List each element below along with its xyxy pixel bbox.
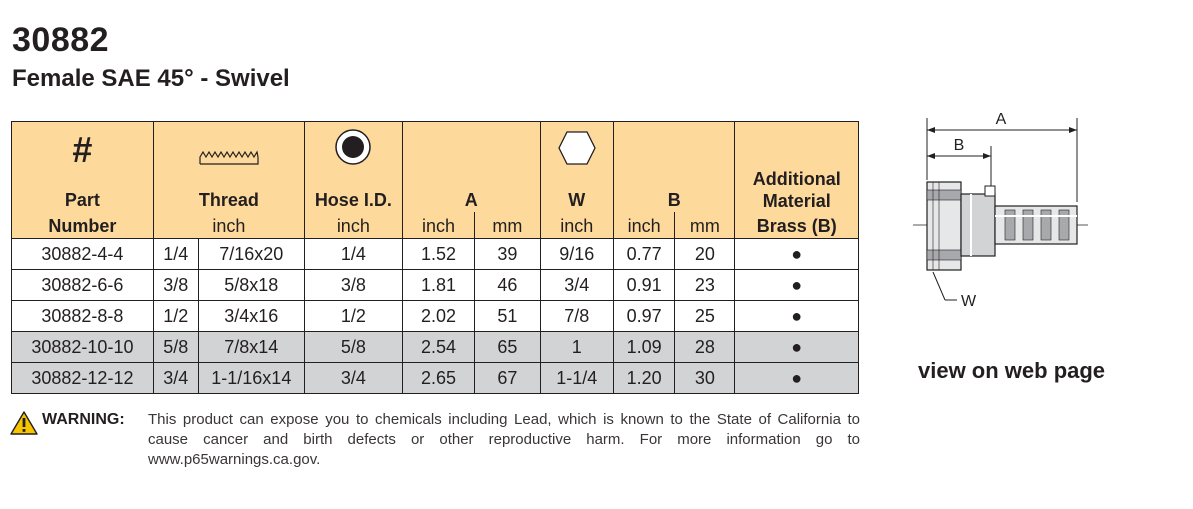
cell-part: 30882-8-8: [11, 300, 154, 332]
part-header-symbol: #: [11, 121, 154, 168]
cell-hose-id: 1/4: [303, 238, 403, 270]
part-subtitle: Female SAE 45° - Swivel: [12, 65, 290, 92]
cell-b-mm: 23: [674, 269, 736, 301]
cell-thread-size: 3/8: [152, 269, 199, 301]
table-row: 30882-12-12 3/4 1-1/16x14 3/4 2.65 67 1-…: [11, 362, 859, 394]
cell-a-inch: 1.81: [401, 269, 476, 301]
cell-b-mm: 30: [674, 362, 736, 394]
cell-thread: 5/8x18: [197, 269, 305, 301]
cell-brass: ●: [734, 331, 859, 363]
w-header-icon-cell: [539, 121, 615, 168]
cell-hose-id: 5/8: [303, 331, 403, 363]
cell-part: 30882-12-12: [11, 362, 154, 394]
warning-label: WARNING:: [42, 411, 125, 428]
dimension-a-label: A: [996, 111, 1007, 128]
part-header-line1: Part: [11, 168, 154, 212]
part-header-line2: Number: [11, 212, 154, 239]
cell-thread: 3/4x16: [197, 300, 305, 332]
additional-header-line3: Brass (B): [734, 212, 859, 239]
cell-a-mm: 65: [474, 331, 541, 363]
w-unit: inch: [539, 212, 615, 239]
cell-a-mm: 46: [474, 269, 541, 301]
cell-b-inch: 0.91: [613, 269, 676, 301]
cell-thread-size: 1/2: [152, 300, 199, 332]
table-row: 30882-6-6 3/8 5/8x18 3/8 1.81 46 3/4 0.9…: [11, 269, 859, 301]
cell-b-mm: 20: [674, 238, 736, 270]
thread-icon: [199, 150, 259, 165]
cell-w: 3/4: [539, 269, 615, 301]
table-row: 30882-10-10 5/8 7/8x14 5/8 2.54 65 1 1.0…: [11, 331, 859, 363]
cell-a-inch: 2.54: [401, 331, 476, 363]
thread-header: Thread: [152, 168, 305, 212]
cell-a-mm: 39: [474, 238, 541, 270]
dimension-b-label: B: [954, 137, 965, 154]
cell-a-inch: 2.02: [401, 300, 476, 332]
additional-header-line12: Additional Material: [734, 168, 859, 212]
spec-table: # Part Thr: [11, 121, 859, 394]
cell-thread-size: 1/4: [152, 238, 199, 270]
cell-b-inch: 1.09: [613, 331, 676, 363]
cell-a-mm: 51: [474, 300, 541, 332]
cell-thread-size: 5/8: [152, 331, 199, 363]
cell-b-inch: 0.97: [613, 300, 676, 332]
fitting-drawing: A B W: [913, 110, 1090, 310]
cell-part: 30882-4-4: [11, 238, 154, 270]
cell-thread-size: 3/4: [152, 362, 199, 394]
part-number-title: 30882: [12, 21, 110, 59]
cell-w: 1: [539, 331, 615, 363]
cell-thread: 1-1/16x14: [197, 362, 305, 394]
cell-b-mm: 25: [674, 300, 736, 332]
cell-w: 9/16: [539, 238, 615, 270]
hose-header-icon-cell: [303, 121, 403, 168]
cell-a-inch: 2.65: [401, 362, 476, 394]
cell-b-inch: 0.77: [613, 238, 676, 270]
view-on-web-page-link[interactable]: view on web page: [918, 358, 1106, 383]
b-inch-unit: inch: [613, 212, 676, 239]
table-row: 30882-4-4 1/4 7/16x20 1/4 1.52 39 9/16 0…: [11, 238, 859, 270]
hose-circle-icon: [335, 129, 372, 165]
a-inch-unit: inch: [401, 212, 476, 239]
warning-text: This product can expose you to chemicals…: [148, 411, 860, 468]
cell-brass: ●: [734, 269, 859, 301]
cell-w: 7/8: [539, 300, 615, 332]
b-mm-unit: mm: [674, 212, 736, 239]
cell-part: 30882-10-10: [11, 331, 154, 363]
a-mm-unit: mm: [474, 212, 541, 239]
cell-b-mm: 28: [674, 331, 736, 363]
hose-header: Hose I.D.: [303, 168, 403, 212]
dimension-w-label: W: [961, 293, 977, 310]
cell-part: 30882-6-6: [11, 269, 154, 301]
cell-thread: 7/16x20: [197, 238, 305, 270]
thread-header-icon-cell: [152, 121, 305, 168]
cell-brass: ●: [734, 362, 859, 394]
cell-hose-id: 3/4: [303, 362, 403, 394]
cell-w: 1-1/4: [539, 362, 615, 394]
b-header: B: [613, 168, 736, 212]
w-header: W: [539, 168, 615, 212]
cell-thread: 7/8x14: [197, 331, 305, 363]
cell-brass: ●: [734, 238, 859, 270]
table-row: 30882-8-8 1/2 3/4x16 1/2 2.02 51 7/8 0.9…: [11, 300, 859, 332]
hexagon-icon: [558, 131, 596, 165]
cell-hose-id: 3/8: [303, 269, 403, 301]
cell-a-inch: 1.52: [401, 238, 476, 270]
cell-b-inch: 1.20: [613, 362, 676, 394]
cell-a-mm: 67: [474, 362, 541, 394]
cell-hose-id: 1/2: [303, 300, 403, 332]
hose-unit: inch: [303, 212, 403, 239]
thread-unit: inch: [152, 212, 305, 239]
cell-brass: ●: [734, 300, 859, 332]
warning-triangle-icon: [10, 411, 38, 435]
a-header: A: [401, 168, 541, 212]
